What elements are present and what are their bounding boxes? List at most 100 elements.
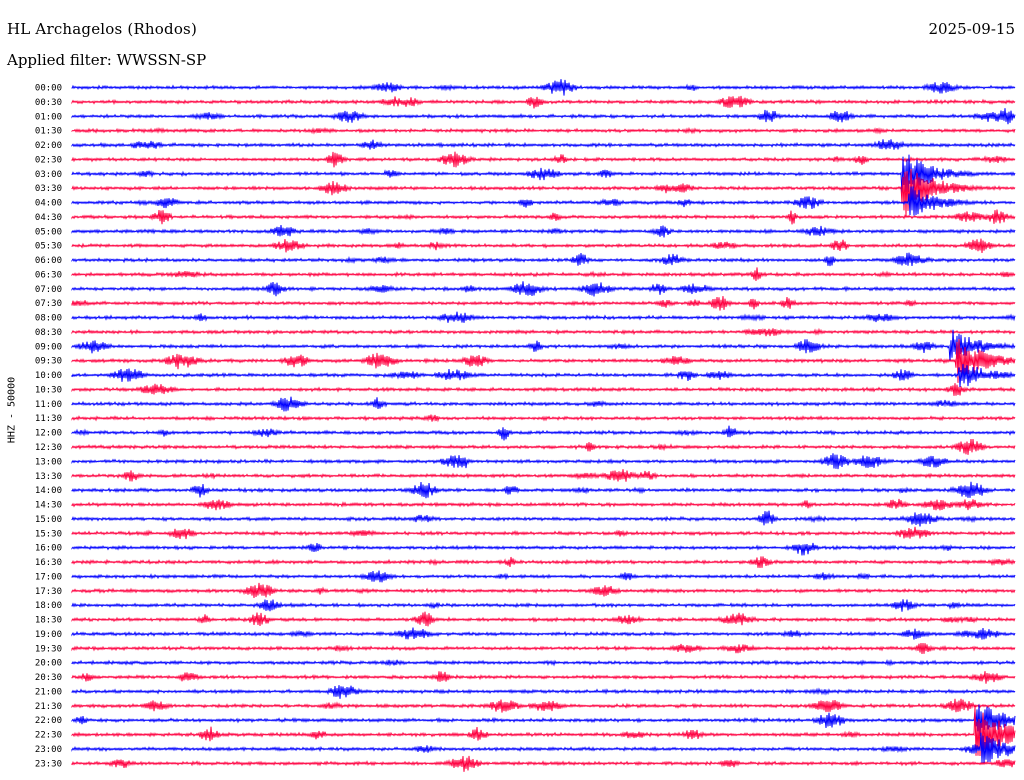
row-time-label: 18:00 bbox=[35, 601, 62, 611]
row-time-label: 07:00 bbox=[35, 285, 62, 295]
seismic-trace bbox=[71, 627, 1016, 640]
seismic-trace bbox=[71, 252, 1016, 267]
row-time-label: 11:00 bbox=[35, 400, 62, 410]
row-time-label: 21:00 bbox=[35, 687, 62, 697]
seismic-trace bbox=[71, 453, 1016, 470]
row-time-label: 13:30 bbox=[35, 472, 62, 482]
row-time-label: 08:30 bbox=[35, 328, 62, 338]
row-time-label: 09:00 bbox=[35, 342, 62, 352]
row-time-label: 02:00 bbox=[35, 141, 62, 151]
row-time-label: 14:30 bbox=[35, 501, 62, 511]
date-label: 2025-09-15 bbox=[928, 20, 1015, 38]
seismic-trace bbox=[71, 755, 1016, 772]
row-time-label: 08:00 bbox=[35, 314, 62, 324]
seismic-trace bbox=[71, 209, 1016, 225]
seismic-trace bbox=[71, 425, 1016, 441]
seismic-trace bbox=[71, 329, 1016, 362]
seismic-trace bbox=[71, 296, 1016, 311]
seismic-trace bbox=[71, 126, 1016, 135]
seismic-trace bbox=[71, 705, 1016, 759]
row-time-label: 16:30 bbox=[35, 558, 62, 568]
row-time-label: 22:30 bbox=[35, 731, 62, 741]
row-time-label: 03:00 bbox=[35, 170, 62, 180]
row-time-label: 14:00 bbox=[35, 486, 62, 496]
seismic-trace bbox=[71, 396, 1016, 412]
seismic-trace bbox=[71, 139, 1016, 150]
seismic-trace bbox=[71, 267, 1016, 281]
seismic-trace bbox=[71, 95, 1016, 109]
filter-line: Applied filter: WWSSN-SP bbox=[7, 51, 206, 69]
seismic-trace bbox=[71, 327, 1016, 337]
row-time-label: 01:00 bbox=[35, 112, 62, 122]
seismic-trace bbox=[71, 611, 1016, 627]
row-time-label: 15:00 bbox=[35, 515, 62, 525]
row-time-label: 21:30 bbox=[35, 702, 62, 712]
row-time-label: 19:30 bbox=[35, 644, 62, 654]
row-time-label: 12:00 bbox=[35, 429, 62, 439]
seismic-trace bbox=[71, 510, 1016, 527]
filter-label: Applied filter: bbox=[7, 51, 112, 69]
row-time-label: 23:30 bbox=[35, 759, 62, 769]
seismic-trace bbox=[71, 186, 1016, 216]
seismic-trace bbox=[71, 238, 1016, 254]
seismic-trace bbox=[71, 383, 1016, 396]
seismic-trace bbox=[71, 498, 1016, 511]
seismic-trace bbox=[71, 526, 1016, 540]
row-time-label: 05:30 bbox=[35, 242, 62, 252]
seismic-trace bbox=[71, 224, 1016, 238]
row-time-label: 20:30 bbox=[35, 673, 62, 683]
seismic-trace bbox=[71, 659, 1016, 667]
row-time-label: 22:00 bbox=[35, 716, 62, 726]
filter-value: WWSSN-SP bbox=[116, 51, 207, 69]
row-time-label: 03:30 bbox=[35, 184, 62, 194]
seismic-trace bbox=[71, 698, 1016, 713]
seismic-trace bbox=[71, 570, 1016, 583]
row-time-label: 06:30 bbox=[35, 270, 62, 280]
row-time-label: 13:00 bbox=[35, 457, 62, 467]
row-time-label: 19:00 bbox=[35, 630, 62, 640]
seismic-trace bbox=[71, 311, 1016, 323]
row-time-label: 02:30 bbox=[35, 155, 62, 165]
seismic-trace bbox=[71, 556, 1016, 568]
seismic-trace bbox=[71, 414, 1016, 423]
row-time-label: 00:00 bbox=[35, 84, 62, 94]
seismic-trace bbox=[71, 281, 1016, 297]
row-time-label: 17:00 bbox=[35, 572, 62, 582]
row-time-label: 23:00 bbox=[35, 745, 62, 755]
row-time-label: 20:00 bbox=[35, 659, 62, 669]
seismic-trace bbox=[71, 671, 1016, 684]
row-time-label: 09:30 bbox=[35, 357, 62, 367]
seismic-trace bbox=[71, 542, 1016, 556]
seismic-trace bbox=[71, 481, 1016, 499]
seismic-trace bbox=[71, 643, 1016, 654]
seismic-trace bbox=[71, 364, 1016, 388]
seismic-trace bbox=[71, 582, 1016, 598]
row-time-label: 17:30 bbox=[35, 587, 62, 597]
seismic-trace bbox=[71, 469, 1016, 482]
row-time-label: 06:00 bbox=[35, 256, 62, 266]
row-time-label: 10:00 bbox=[35, 371, 62, 381]
row-time-label: 04:00 bbox=[35, 199, 62, 209]
row-time-label: 11:30 bbox=[35, 414, 62, 424]
seismic-trace bbox=[71, 154, 1016, 195]
seismic-trace bbox=[71, 732, 1016, 764]
seismic-trace bbox=[71, 168, 1016, 216]
seismic-trace bbox=[71, 438, 1016, 455]
row-time-label: 07:30 bbox=[35, 299, 62, 309]
row-time-label: 04:30 bbox=[35, 213, 62, 223]
seismic-trace bbox=[71, 599, 1016, 612]
row-time-label: 00:30 bbox=[35, 98, 62, 108]
row-time-label: 12:30 bbox=[35, 443, 62, 453]
seismic-trace bbox=[71, 151, 1016, 168]
seismic-trace bbox=[71, 108, 1016, 125]
row-time-label: 01:30 bbox=[35, 127, 62, 137]
row-time-label: 05:00 bbox=[35, 227, 62, 237]
seismic-trace bbox=[71, 79, 1016, 96]
seismic-trace bbox=[71, 685, 1016, 699]
seismic-trace bbox=[71, 704, 1016, 737]
row-time-label: 15:30 bbox=[35, 529, 62, 539]
row-time-label: 16:00 bbox=[35, 544, 62, 554]
row-time-label: 10:30 bbox=[35, 385, 62, 395]
